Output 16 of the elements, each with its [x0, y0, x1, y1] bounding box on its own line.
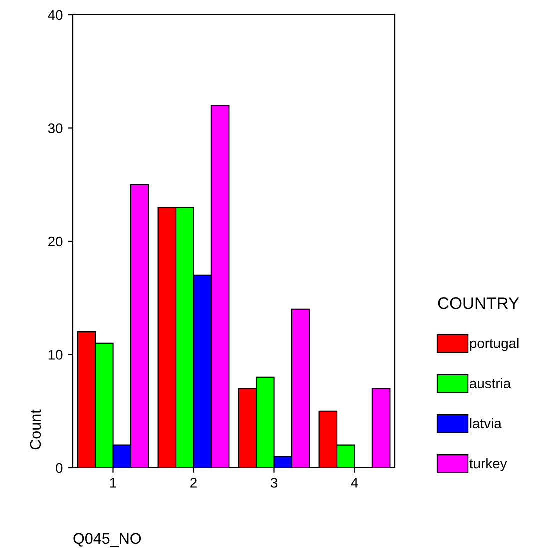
x-tick-label: 4 [351, 478, 358, 488]
legend-label: portugal [470, 338, 519, 352]
x-tick-label: 2 [190, 478, 197, 488]
y-tick-label: 0 [56, 463, 63, 474]
x-tick-label: 1 [110, 478, 116, 488]
y-tick-label: 10 [48, 350, 63, 360]
legend-title: COUNTRY [438, 298, 520, 310]
y-tick-label: 30 [48, 124, 63, 134]
y-axis-title: Count [30, 410, 42, 450]
x-tick-label: 3 [270, 478, 278, 488]
y-tick-label: 20 [48, 236, 63, 247]
legend-label: austria [470, 378, 512, 389]
x-axis-title: Q045_NO [74, 533, 142, 547]
legend-label: turkey [470, 458, 508, 472]
y-tick-label: 40 [48, 10, 63, 20]
legend-label: latvia [470, 418, 502, 429]
